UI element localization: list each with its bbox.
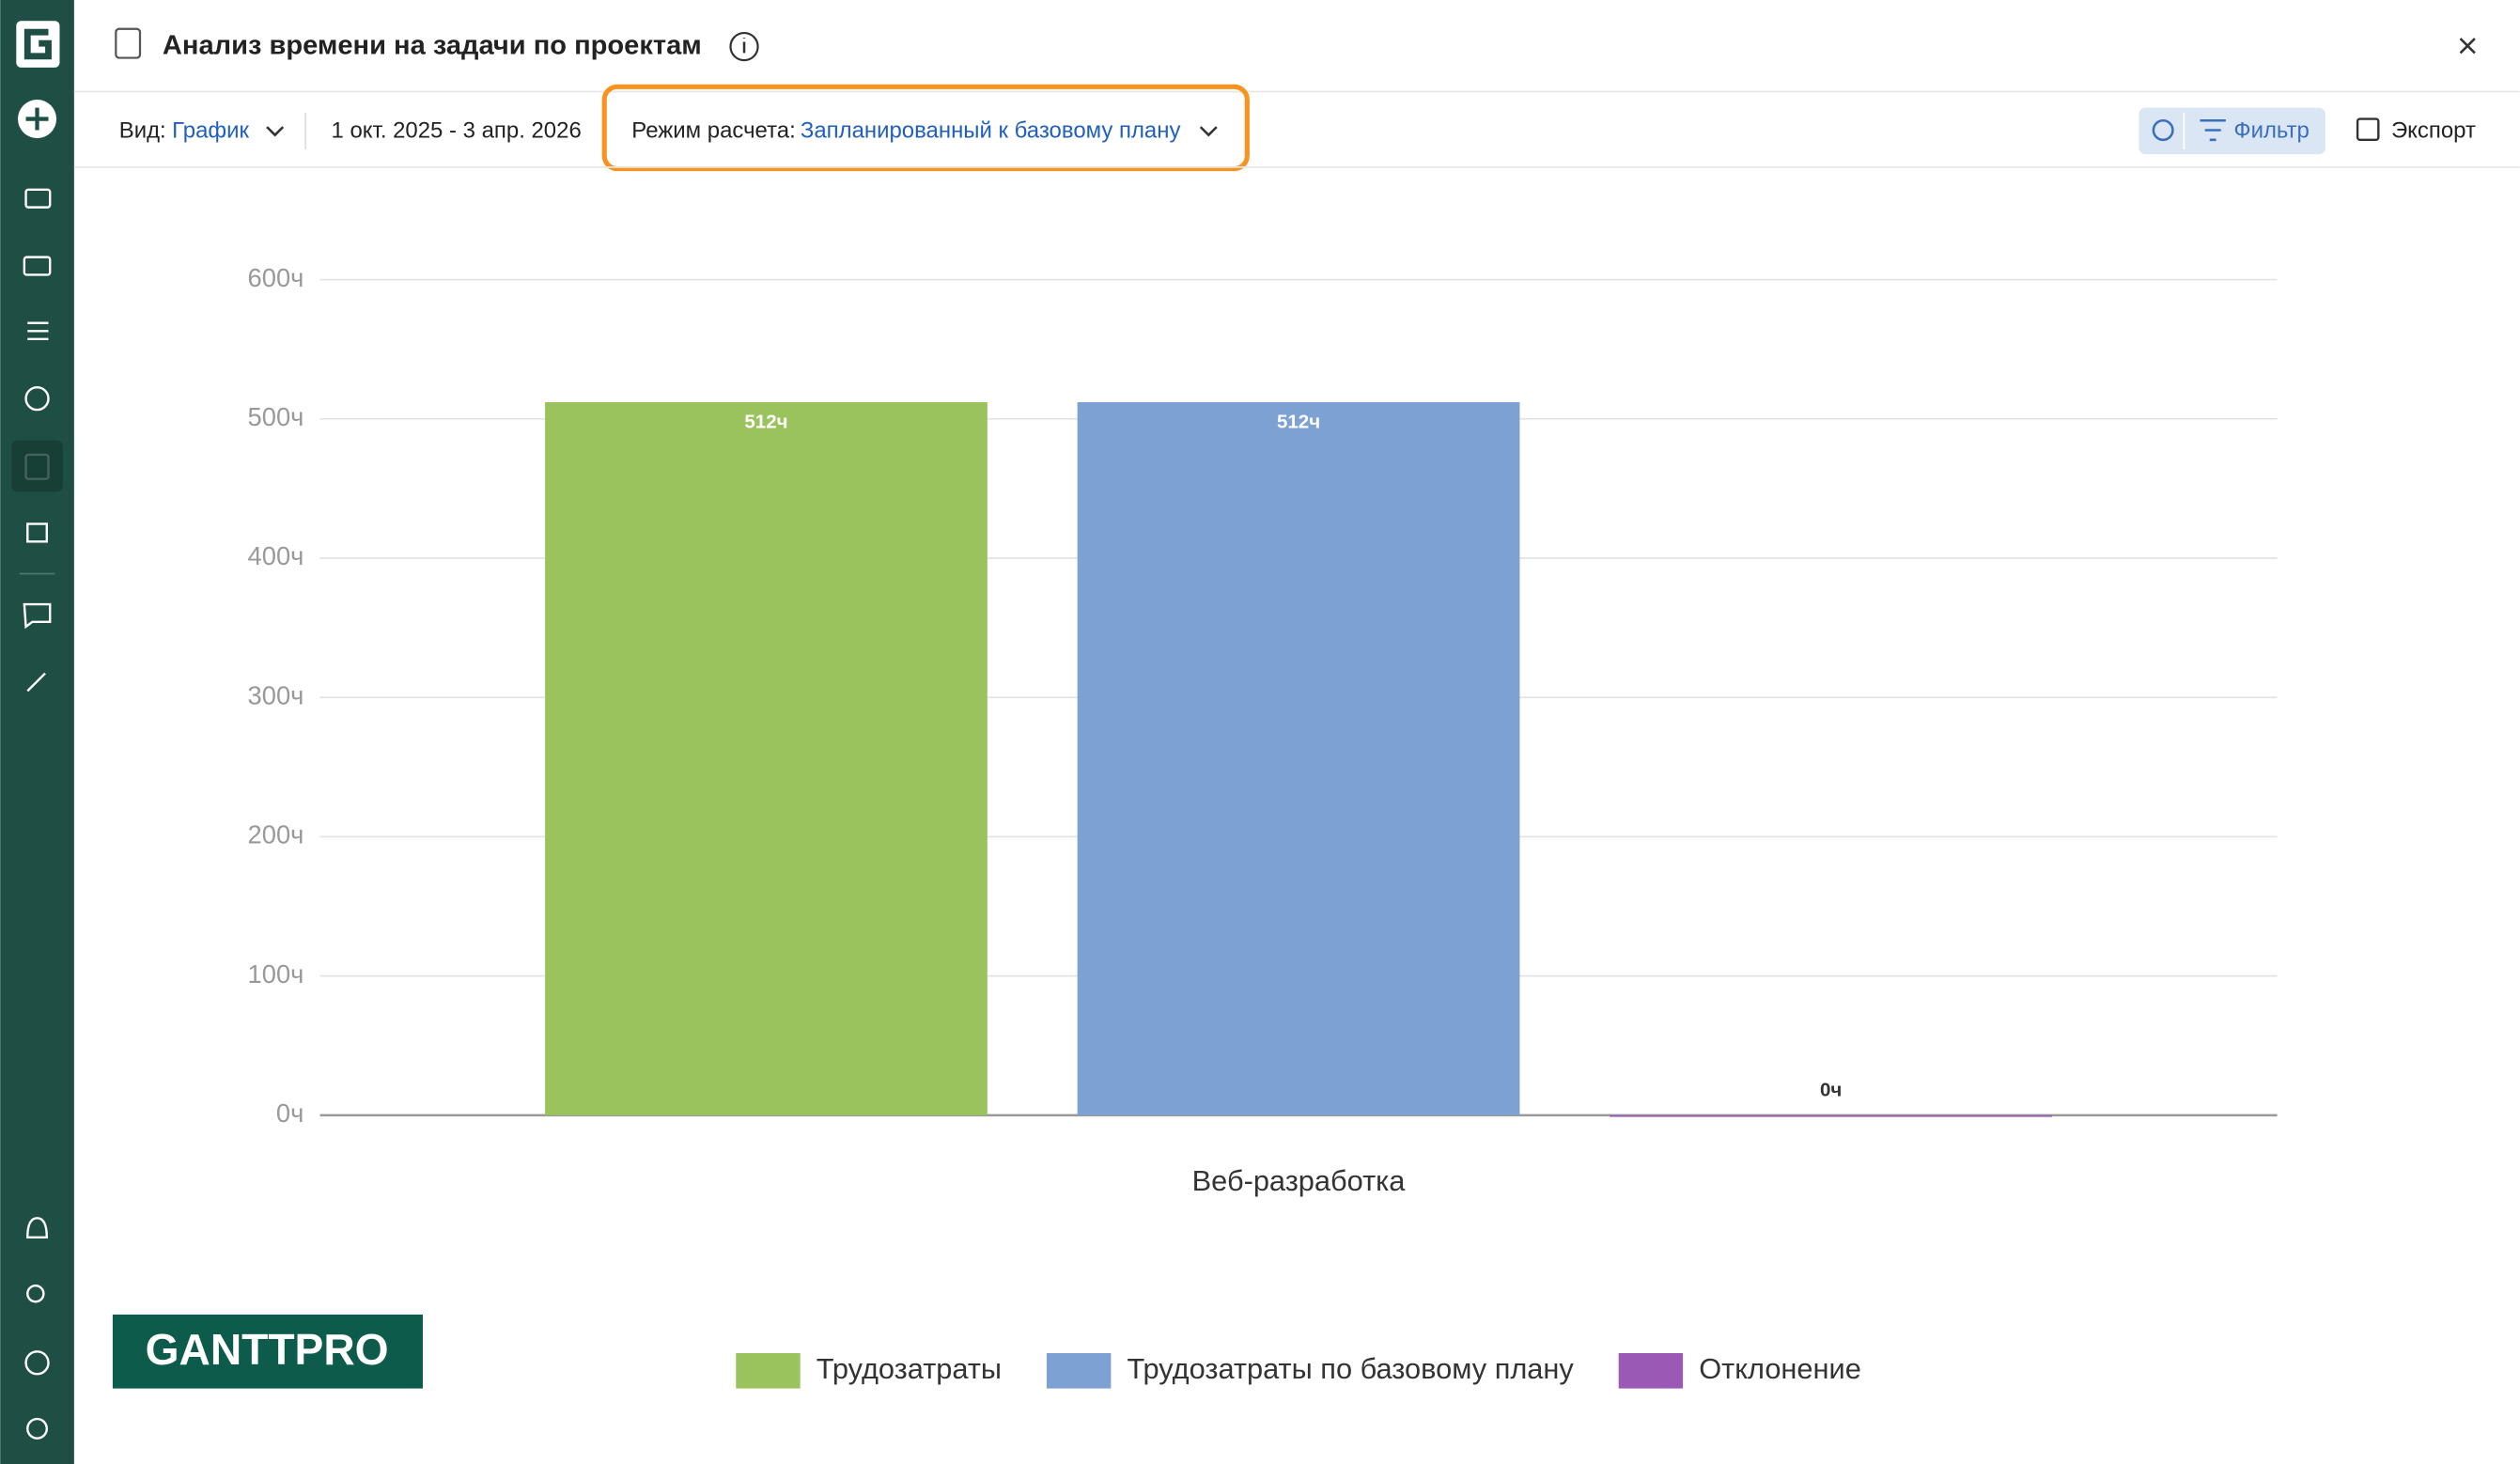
- x-tick-label: Веб-разработка: [1192, 1164, 1407, 1197]
- view-label: Вид:: [119, 118, 166, 144]
- report-icon: [115, 27, 142, 59]
- view-value[interactable]: График: [172, 118, 249, 144]
- settings-icon[interactable]: [26, 1417, 48, 1440]
- mode-value[interactable]: Запланированный к базовому плану: [801, 118, 1181, 144]
- y-tick-label: 500ч: [248, 402, 304, 431]
- header-title: Анализ времени на задачи по проектам: [163, 30, 702, 60]
- help-icon[interactable]: [24, 1350, 50, 1376]
- search-icon[interactable]: [26, 1284, 45, 1303]
- y-tick-label: 0ч: [276, 1098, 303, 1128]
- legend-label: Отклонение: [1699, 1352, 1861, 1385]
- legend-swatch: [1618, 1352, 1684, 1389]
- sidebar-bg: [0, 0, 74, 1464]
- bar: [1610, 1114, 2053, 1117]
- y-tick-label: 100ч: [248, 959, 304, 989]
- bar: [545, 402, 988, 1115]
- filter-button[interactable]: Фильтр: [2233, 118, 2309, 144]
- data-label: 512ч: [1277, 412, 1320, 433]
- logo-text: GANTTPRO: [146, 1325, 389, 1374]
- info-icon[interactable]: [729, 31, 759, 62]
- bar: [1077, 402, 1520, 1115]
- export-button[interactable]: Экспорт: [2391, 118, 2476, 144]
- legend-label: Трудозатраты: [817, 1352, 1002, 1385]
- notifications-icon[interactable]: [26, 1217, 48, 1239]
- attach-icon[interactable]: [26, 672, 46, 693]
- legend-swatch: [1046, 1352, 1112, 1389]
- projects-icon[interactable]: [24, 188, 52, 209]
- y-tick-label: 400ч: [248, 541, 304, 570]
- refresh-button[interactable]: [2152, 118, 2174, 142]
- sidebar: [0, 0, 74, 1464]
- highlight-box: [601, 84, 1250, 172]
- legend-swatch: [736, 1352, 801, 1389]
- y-tick-label: 600ч: [248, 263, 304, 292]
- ganttpro-logo: [112, 1314, 423, 1389]
- data-label: 512ч: [744, 412, 787, 433]
- filter-group: [2139, 107, 2326, 155]
- chat-icon[interactable]: [23, 602, 52, 630]
- chart: 0ч 100ч 200ч 300ч 400ч 500ч 600ч Веб-разработка…: [248, 263, 2278, 1389]
- close-button[interactable]: [2459, 38, 2476, 55]
- mode-label: Режим расчета:: [631, 118, 795, 144]
- list-icon[interactable]: [27, 321, 49, 341]
- app-logo[interactable]: [16, 21, 60, 68]
- time-icon[interactable]: [24, 385, 50, 412]
- header: Анализ времени на задачи по проектам: [73, 27, 2520, 93]
- date-range[interactable]: 1 окт. 2025 - 3 апр. 2026: [331, 118, 581, 144]
- data-label: 0ч: [1820, 1080, 1842, 1101]
- y-tick-label: 300ч: [248, 680, 304, 709]
- y-tick-label: 200ч: [248, 820, 304, 849]
- apps-icon[interactable]: [26, 522, 48, 543]
- portfolio-icon[interactable]: [23, 256, 52, 276]
- legend-label: Трудозатраты по базовому плану: [1127, 1352, 1574, 1385]
- toolbar: Вид: График 1 окт. 2025 - 3 апр. 2026 Ре…: [73, 84, 2520, 172]
